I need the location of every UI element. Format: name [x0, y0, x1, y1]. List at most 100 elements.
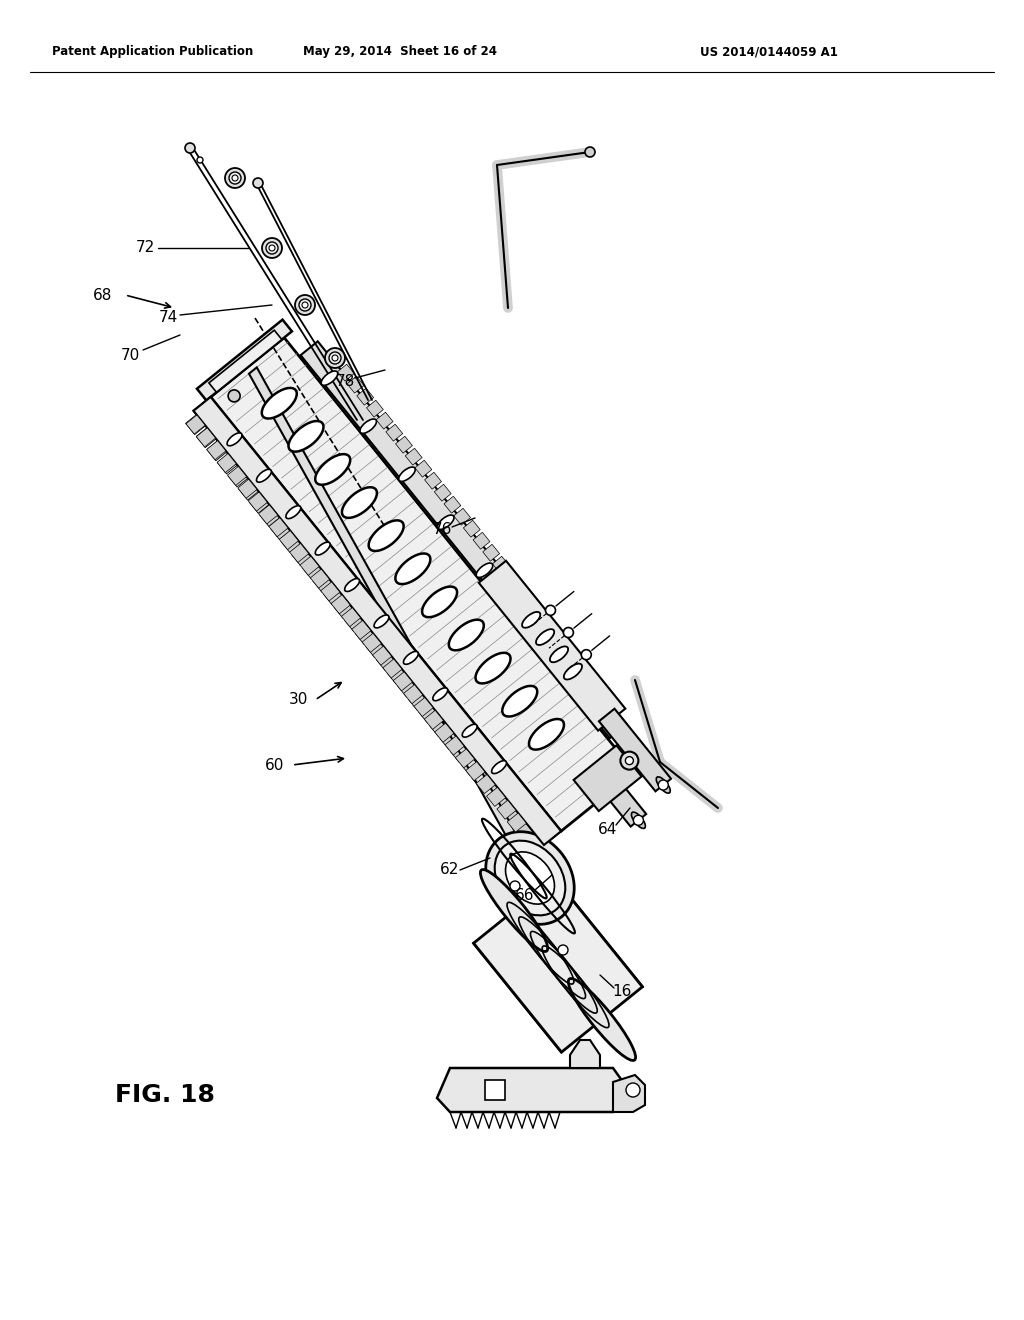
Polygon shape	[463, 520, 480, 537]
Ellipse shape	[227, 433, 242, 446]
Polygon shape	[415, 461, 432, 477]
Polygon shape	[312, 572, 333, 593]
Polygon shape	[186, 414, 205, 434]
Polygon shape	[217, 454, 237, 473]
Polygon shape	[377, 651, 396, 671]
Polygon shape	[419, 704, 438, 723]
Polygon shape	[514, 821, 535, 842]
Text: 64: 64	[598, 822, 617, 837]
Circle shape	[563, 627, 573, 638]
Polygon shape	[292, 546, 311, 566]
Polygon shape	[207, 441, 226, 459]
Polygon shape	[367, 400, 383, 417]
Ellipse shape	[437, 515, 454, 529]
Polygon shape	[393, 672, 413, 690]
Polygon shape	[362, 634, 381, 652]
Circle shape	[266, 242, 278, 253]
Circle shape	[546, 606, 555, 615]
Polygon shape	[424, 710, 443, 730]
Polygon shape	[551, 628, 567, 645]
Polygon shape	[395, 436, 413, 453]
Ellipse shape	[495, 841, 565, 915]
Polygon shape	[445, 737, 464, 755]
Polygon shape	[269, 517, 288, 537]
Circle shape	[585, 147, 595, 157]
Polygon shape	[590, 676, 606, 693]
Polygon shape	[356, 388, 374, 405]
Ellipse shape	[529, 719, 564, 750]
Polygon shape	[197, 428, 215, 447]
Polygon shape	[613, 1074, 645, 1111]
Ellipse shape	[515, 611, 531, 626]
Ellipse shape	[403, 651, 419, 664]
Text: 78: 78	[336, 375, 354, 389]
Polygon shape	[521, 593, 539, 610]
Polygon shape	[207, 441, 226, 461]
Text: 16: 16	[612, 985, 632, 999]
Polygon shape	[414, 697, 433, 717]
Ellipse shape	[476, 564, 493, 577]
Circle shape	[269, 246, 275, 251]
Ellipse shape	[522, 612, 541, 628]
Ellipse shape	[374, 615, 389, 628]
Ellipse shape	[395, 553, 430, 583]
Ellipse shape	[462, 725, 477, 737]
Text: FIG. 18: FIG. 18	[115, 1082, 215, 1107]
Ellipse shape	[359, 418, 377, 433]
Polygon shape	[437, 1068, 623, 1111]
Polygon shape	[227, 466, 247, 486]
Polygon shape	[366, 638, 386, 657]
Ellipse shape	[554, 659, 570, 673]
Polygon shape	[194, 397, 561, 845]
Polygon shape	[497, 800, 516, 820]
Ellipse shape	[342, 487, 377, 517]
Polygon shape	[425, 473, 441, 490]
Polygon shape	[599, 709, 671, 791]
Polygon shape	[406, 449, 422, 465]
Circle shape	[329, 352, 341, 364]
Polygon shape	[451, 743, 470, 763]
Polygon shape	[194, 397, 561, 845]
Ellipse shape	[568, 978, 636, 1060]
Polygon shape	[434, 484, 452, 502]
Polygon shape	[334, 598, 354, 618]
Circle shape	[299, 300, 311, 312]
Polygon shape	[482, 544, 500, 561]
Text: US 2014/0144059 A1: US 2014/0144059 A1	[700, 45, 838, 58]
Polygon shape	[473, 878, 642, 1052]
Polygon shape	[486, 787, 506, 807]
Ellipse shape	[480, 870, 548, 952]
Ellipse shape	[345, 578, 359, 591]
Circle shape	[302, 302, 308, 308]
Polygon shape	[281, 533, 301, 553]
Circle shape	[626, 756, 634, 764]
Polygon shape	[456, 748, 474, 768]
Circle shape	[582, 649, 591, 660]
Circle shape	[253, 178, 263, 187]
Circle shape	[332, 355, 338, 360]
Circle shape	[185, 143, 195, 153]
Polygon shape	[355, 624, 375, 644]
Polygon shape	[466, 762, 485, 780]
Ellipse shape	[485, 832, 574, 924]
Polygon shape	[473, 532, 489, 549]
Polygon shape	[504, 808, 523, 829]
Polygon shape	[512, 581, 528, 597]
Polygon shape	[347, 376, 364, 393]
Polygon shape	[541, 616, 558, 634]
Polygon shape	[239, 480, 258, 500]
Circle shape	[621, 751, 638, 770]
Polygon shape	[302, 558, 323, 579]
Polygon shape	[314, 363, 624, 739]
Polygon shape	[502, 569, 519, 585]
Polygon shape	[324, 585, 343, 606]
Polygon shape	[403, 685, 423, 704]
Polygon shape	[397, 677, 418, 697]
Polygon shape	[409, 690, 428, 710]
Text: 70: 70	[121, 347, 139, 363]
Ellipse shape	[369, 520, 403, 550]
Polygon shape	[301, 342, 627, 738]
Polygon shape	[310, 569, 330, 589]
Ellipse shape	[449, 619, 483, 651]
Polygon shape	[472, 770, 492, 789]
